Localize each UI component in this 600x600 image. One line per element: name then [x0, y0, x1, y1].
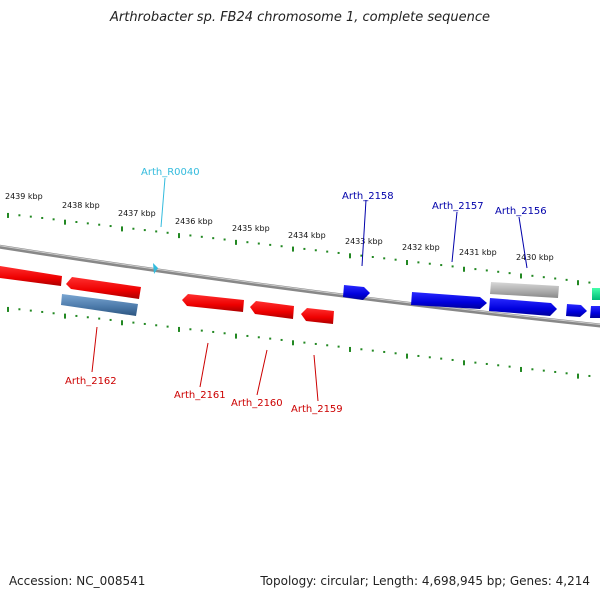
scale-label: 2435 kbp	[232, 224, 270, 233]
gene-arrow[interactable]	[566, 304, 587, 317]
gene-label-Arth_2158[interactable]: Arth_2158	[342, 191, 394, 202]
gene-arrow[interactable]	[590, 306, 600, 318]
gene-arrow[interactable]	[592, 288, 600, 300]
gene-arrow[interactable]	[182, 294, 244, 312]
scale-label: 2432 kbp	[402, 243, 440, 252]
chromosome-backbone-highlight	[0, 245, 600, 325]
scale-label: 2438 kbp	[62, 201, 100, 210]
scale-label: 2439 kbp	[5, 192, 43, 201]
gene-arrow[interactable]	[0, 266, 62, 286]
gene-label-Arth_2160[interactable]: Arth_2160	[231, 398, 283, 409]
label-leaders	[91, 177, 528, 402]
scale-label: 2434 kbp	[288, 231, 326, 240]
scale-label: 2437 kbp	[118, 209, 156, 218]
gene-arrow[interactable]	[489, 298, 557, 316]
scale-label: 2436 kbp	[175, 217, 213, 226]
gene-label-Arth_2161[interactable]: Arth_2161	[174, 390, 226, 401]
gene-arrow[interactable]	[411, 292, 487, 309]
chromosome-backbone	[0, 244, 600, 328]
gene-arrow[interactable]	[343, 285, 370, 300]
gene-label-Arth_2156[interactable]: Arth_2156	[495, 206, 547, 217]
gene-arrow[interactable]	[61, 294, 138, 316]
reverse-scale-ticks	[7, 306, 591, 379]
gene-arrow[interactable]	[301, 308, 334, 324]
topology-summary: Topology: circular; Length: 4,698,945 bp…	[260, 574, 590, 588]
map-title: Arthrobacter sp. FB24 chromosome 1, comp…	[109, 10, 491, 25]
accession-text: Accession: NC_008541	[9, 574, 146, 588]
scale-label: 2430 kbp	[516, 253, 554, 262]
gene-label-Arth_2162[interactable]: Arth_2162	[65, 376, 117, 387]
forward-scale-ticks	[7, 212, 591, 286]
rna-gene-marker[interactable]	[153, 263, 158, 274]
gene-label-Arth_2159[interactable]: Arth_2159	[291, 404, 343, 415]
gene-arrow[interactable]	[490, 282, 559, 298]
gene-arrow[interactable]	[66, 277, 141, 299]
gene-label-Arth_R0040[interactable]: Arth_R0040	[141, 167, 200, 178]
gene-label-Arth_2157[interactable]: Arth_2157	[432, 201, 484, 212]
scale-label: 2431 kbp	[459, 248, 497, 257]
gene-arrow[interactable]	[250, 301, 294, 319]
scale-labels: 2439 kbp 2438 kbp 2437 kbp 2436 kbp 2435…	[5, 192, 554, 262]
